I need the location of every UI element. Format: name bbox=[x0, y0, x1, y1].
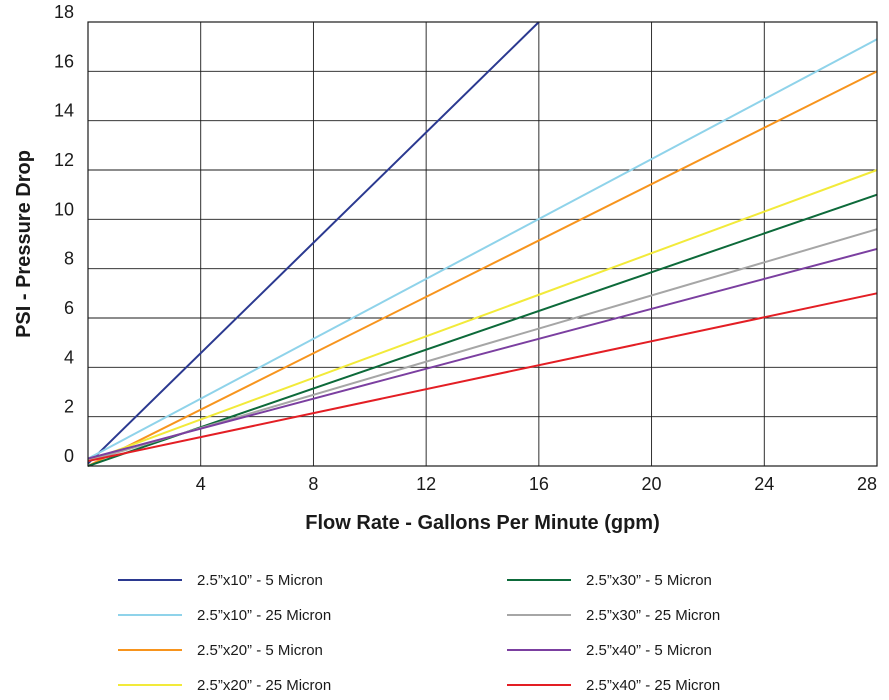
y-tick-label: 6 bbox=[64, 298, 74, 318]
x-tick-label: 16 bbox=[529, 474, 549, 494]
legend-label: 2.5”x20” - 5 Micron bbox=[197, 642, 323, 659]
x-tick-label: 24 bbox=[754, 474, 774, 494]
y-tick-label: 14 bbox=[54, 101, 74, 121]
x-tick-label: 8 bbox=[308, 474, 318, 494]
legend: 2.5”x10” - 5 Micron 2.5”x10” - 25 Micron 2… bbox=[118, 572, 720, 694]
y-tick-label: 16 bbox=[54, 51, 74, 71]
y-axis-title: PSI - Pressure Drop bbox=[13, 150, 35, 338]
y-tick-label: 2 bbox=[64, 397, 74, 417]
y-tick-label: 18 bbox=[54, 2, 74, 22]
series-line bbox=[87, 228, 878, 463]
x-tick-label: 12 bbox=[416, 474, 436, 494]
legend-label: 2.5”x40” - 25 Micron bbox=[586, 677, 720, 694]
y-tick-label: 8 bbox=[64, 249, 74, 269]
plot-frame bbox=[87, 21, 878, 467]
series-line bbox=[87, 38, 878, 460]
y-tick-labels: 0 2 4 6 8 10 12 14 16 18 bbox=[54, 2, 74, 466]
legend-label: 2.5”x10” - 25 Micron bbox=[197, 607, 331, 624]
x-tick-label: 4 bbox=[196, 474, 206, 494]
grid bbox=[88, 21, 878, 467]
series-line bbox=[87, 247, 878, 460]
series-line bbox=[87, 193, 878, 467]
series-line bbox=[87, 292, 878, 463]
series-line bbox=[87, 21, 540, 465]
legend-label: 2.5”x10” - 5 Micron bbox=[197, 572, 323, 589]
x-tick-label: 28 bbox=[857, 474, 877, 494]
x-tick-labels: 4 8 12 16 20 24 28 bbox=[196, 474, 877, 494]
legend-label: 2.5”x30” - 5 Micron bbox=[586, 572, 712, 589]
y-tick-label: 4 bbox=[64, 347, 74, 367]
y-tick-label: 10 bbox=[54, 199, 74, 219]
series-lines bbox=[87, 21, 878, 467]
legend-label: 2.5”x30” - 25 Micron bbox=[586, 607, 720, 624]
legend-label: 2.5”x40” - 5 Micron bbox=[586, 642, 712, 659]
y-tick-label: 0 bbox=[64, 446, 74, 466]
legend-label: 2.5”x20” - 25 Micron bbox=[197, 677, 331, 694]
series-line bbox=[87, 169, 878, 463]
x-axis-title: Flow Rate - Gallons Per Minute (gpm) bbox=[305, 512, 659, 534]
x-tick-label: 20 bbox=[642, 474, 662, 494]
series-line bbox=[87, 70, 878, 467]
y-tick-label: 12 bbox=[54, 150, 74, 170]
